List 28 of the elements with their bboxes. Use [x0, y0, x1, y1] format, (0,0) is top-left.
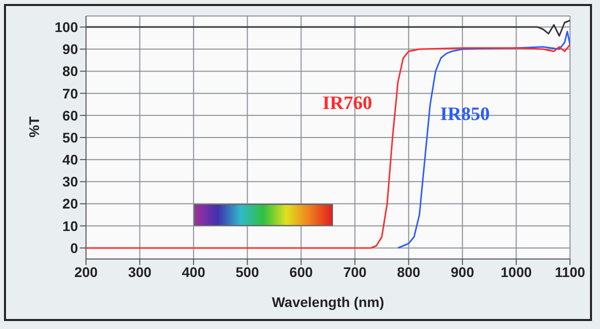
y-tick-label: 10 [62, 218, 78, 234]
series-label: IR850 [440, 104, 490, 126]
x-tick-label: 700 [343, 264, 367, 280]
y-tick-label: 40 [62, 152, 78, 168]
y-axis-title: %T [26, 116, 42, 138]
y-tick-label: 0 [70, 240, 78, 256]
y-tick-label: 30 [62, 174, 78, 190]
y-tick-label: 70 [62, 85, 78, 102]
x-tick-label: 800 [396, 264, 421, 280]
series-label: IR760 [322, 92, 372, 114]
y-tick-label: 20 [62, 196, 78, 212]
y-tick-label: 100 [54, 19, 78, 36]
line-series [86, 20, 570, 37]
line-series [397, 30, 570, 249]
y-tick-label: 50 [62, 129, 78, 146]
x-tick-label: 300 [128, 264, 152, 280]
x-tick-label: 600 [289, 264, 314, 280]
x-tick-label: 200 [74, 264, 98, 280]
y-tick-label: 60 [62, 107, 78, 124]
line-series [86, 44, 570, 249]
x-tick-label: 1100 [554, 264, 586, 280]
x-axis-title: Wavelength (nm) [272, 294, 384, 310]
x-tick-label: 500 [236, 264, 260, 280]
x-tick-label: 900 [450, 264, 474, 280]
y-tick-label: 90 [62, 41, 78, 58]
x-tick-label: 1000 [500, 264, 532, 280]
x-tick-label: 400 [182, 264, 206, 280]
y-tick-label: 80 [62, 63, 78, 80]
